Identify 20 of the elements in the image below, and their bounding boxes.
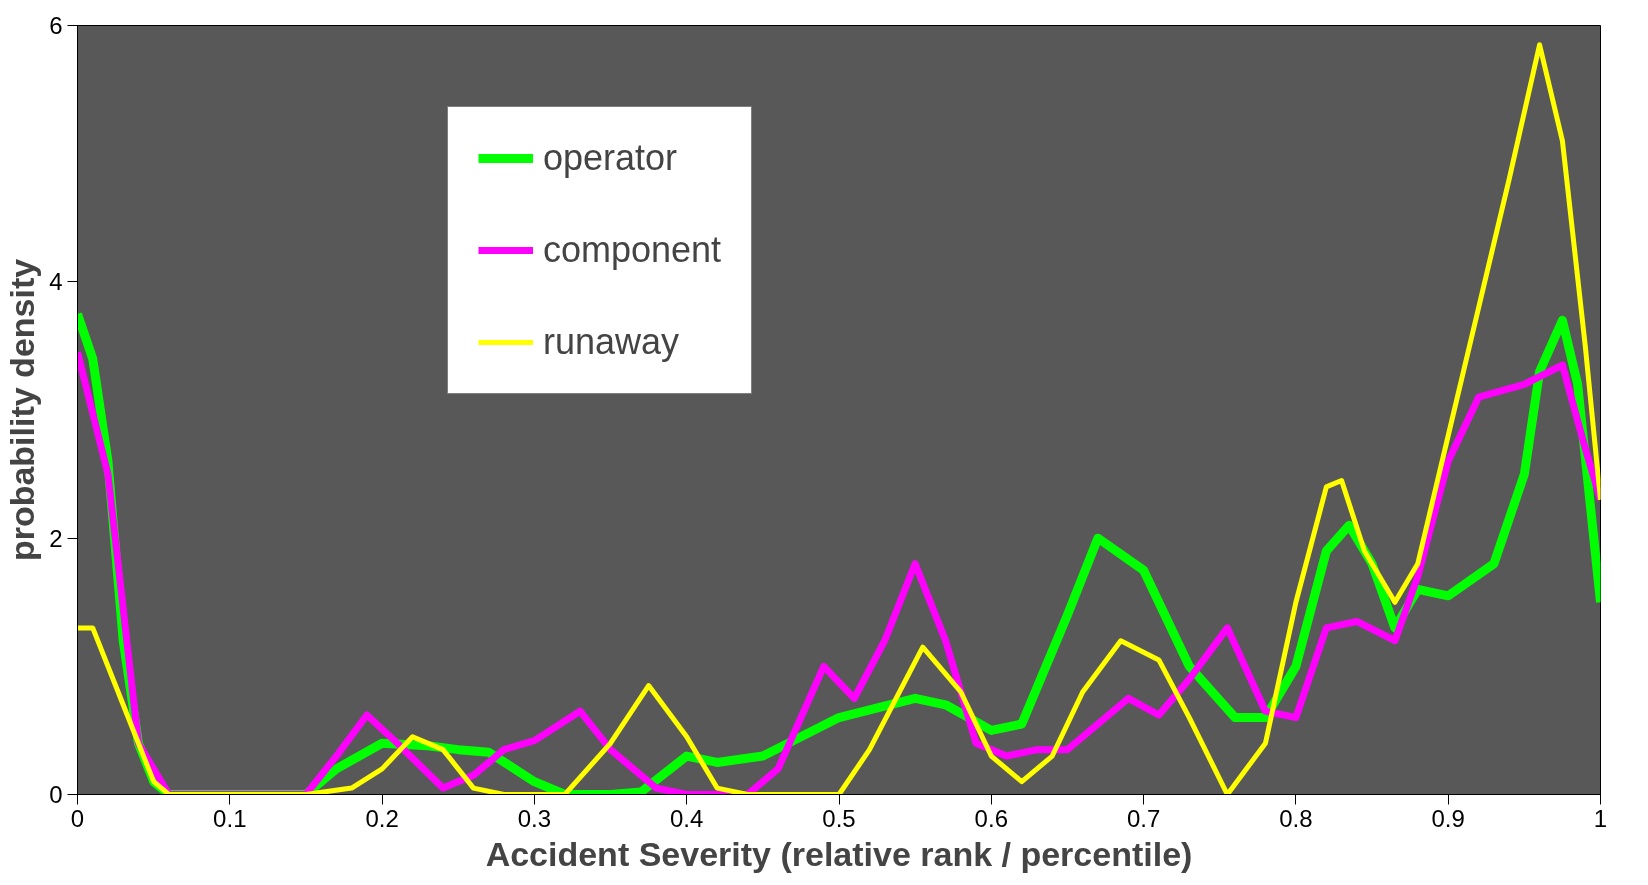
y-tick-label: 4 (49, 268, 63, 296)
x-tick-label: 0.2 (365, 804, 399, 832)
legend-label: component (543, 229, 722, 271)
x-tick-label: 0.8 (1279, 804, 1313, 832)
x-tick-label: 0.6 (974, 804, 1008, 832)
y-axis-title: probability density (3, 258, 42, 562)
legend-label: runaway (543, 321, 680, 363)
x-tick-label: 0.7 (1126, 804, 1161, 832)
y-tick-label: 0 (49, 781, 63, 808)
x-tick-label: 0.5 (822, 804, 856, 832)
x-tick-label: 0.3 (517, 804, 552, 832)
legend-label: operator (543, 137, 678, 179)
x-tick-label: 1 (1593, 804, 1608, 832)
x-tick-label: 0 (70, 804, 85, 832)
x-tick-label: 0.9 (1431, 804, 1465, 832)
x-tick-label: 0.1 (213, 804, 247, 832)
y-tick-label: 6 (49, 12, 63, 39)
y-tick-label: 2 (49, 524, 63, 552)
x-tick-label: 0.4 (670, 804, 704, 832)
x-axis-title: Accident Severity (relative rank / percentile) (485, 834, 1193, 873)
